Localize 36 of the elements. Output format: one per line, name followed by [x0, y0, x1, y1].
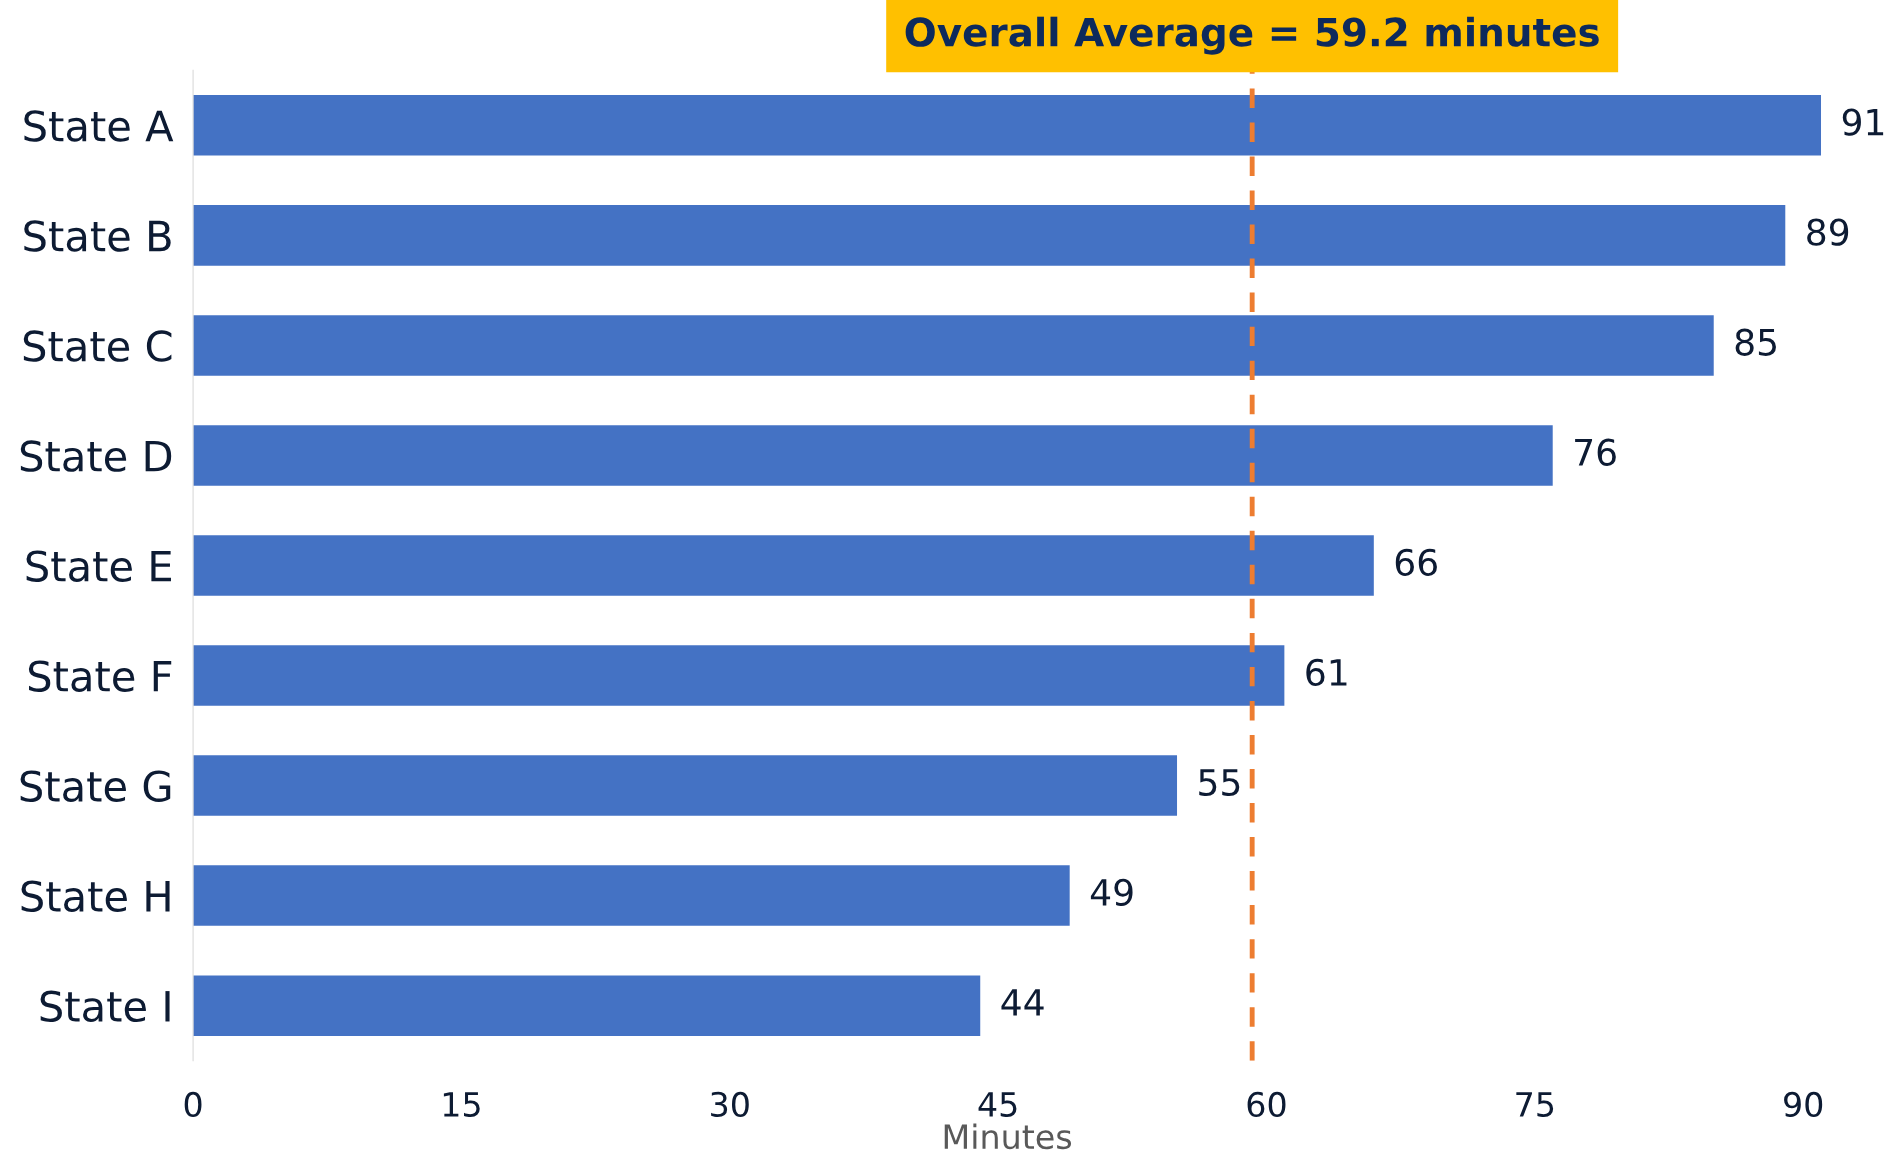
x-tick-label: 30	[711, 1091, 749, 1118]
y-tick-label: State C	[23, 330, 172, 362]
y-tick-label: State E	[26, 550, 171, 582]
bar	[193, 95, 1822, 156]
data-label: 91	[1842, 108, 1884, 136]
data-label: 76	[1575, 438, 1616, 466]
ref-line-label: Overall Average = 59.2 minutes	[905, 16, 1599, 55]
x-tick-label: 0	[184, 1091, 202, 1118]
data-label: 44	[1001, 989, 1044, 1016]
x-axis-title: Minutes	[944, 1123, 1072, 1150]
x-tick-label: 45	[978, 1092, 1017, 1118]
data-label: 89	[1807, 218, 1849, 246]
bar	[193, 425, 1553, 486]
y-tick-label: State H	[21, 880, 170, 913]
bar	[193, 865, 1070, 926]
x-tick-label: 75	[1516, 1092, 1554, 1118]
bar	[193, 645, 1285, 706]
x-tick-label: 15	[443, 1092, 480, 1118]
y-tick-label: State D	[20, 440, 172, 472]
data-label: 61	[1306, 658, 1347, 687]
bar	[193, 315, 1714, 376]
data-label: 49	[1090, 878, 1133, 907]
bar	[193, 205, 1786, 266]
bar	[193, 755, 1178, 816]
y-tick-label: State A	[24, 110, 174, 142]
x-tick-label: 90	[1784, 1091, 1823, 1118]
data-label: 85	[1735, 328, 1776, 356]
bar	[193, 975, 981, 1036]
bar	[193, 535, 1374, 596]
y-tick-label: State F	[28, 660, 172, 692]
y-tick-label: State B	[24, 220, 171, 252]
x-tick-label: 60	[1247, 1091, 1286, 1118]
y-tick-label: State I	[40, 990, 170, 1023]
y-tick-label: State G	[20, 770, 171, 802]
data-label: 55	[1199, 769, 1240, 797]
data-label: 66	[1395, 548, 1437, 576]
